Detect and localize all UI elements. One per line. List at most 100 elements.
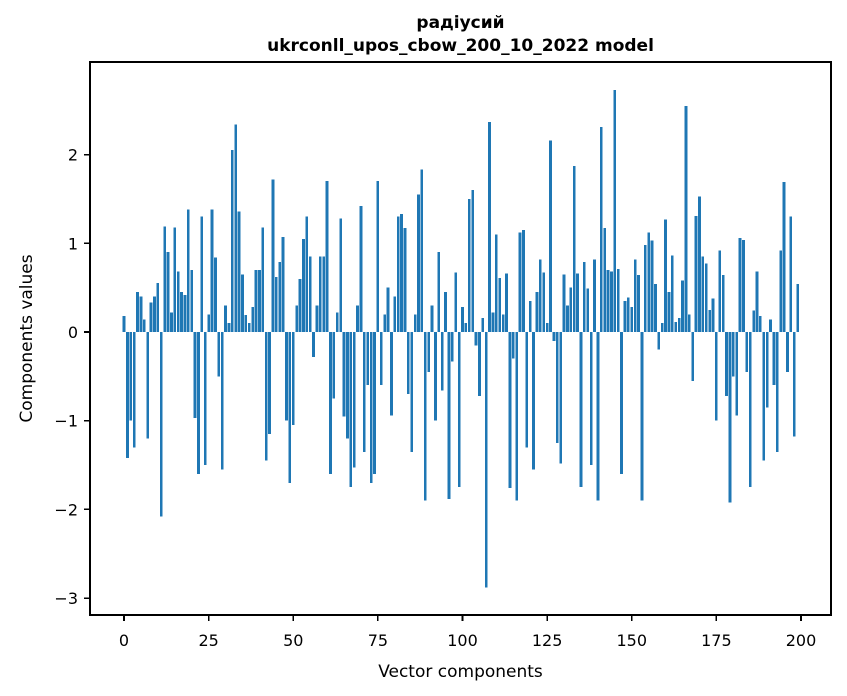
bar xyxy=(518,232,522,332)
bar xyxy=(126,332,129,458)
bar xyxy=(207,314,210,332)
bar xyxy=(315,305,319,332)
bar xyxy=(288,332,292,483)
bar xyxy=(241,274,244,333)
bar xyxy=(786,332,789,372)
bar xyxy=(660,323,664,332)
bar xyxy=(197,332,200,474)
bar xyxy=(620,332,623,474)
bar xyxy=(278,261,282,332)
bar xyxy=(511,332,515,359)
bar xyxy=(467,198,471,332)
bar xyxy=(586,288,590,332)
bar xyxy=(742,239,745,332)
bar xyxy=(759,316,762,332)
x-tick-label: 25 xyxy=(198,631,218,650)
bar xyxy=(583,261,586,332)
y-tick-label: 2 xyxy=(68,146,78,165)
bar xyxy=(156,283,160,332)
bar xyxy=(461,307,464,332)
bar xyxy=(796,284,799,332)
bar xyxy=(535,292,539,332)
bar xyxy=(762,332,766,461)
bar xyxy=(765,332,769,408)
bar xyxy=(122,316,126,332)
bar xyxy=(268,332,271,434)
bar xyxy=(312,332,315,357)
bar xyxy=(650,240,654,332)
x-tick-label: 100 xyxy=(447,631,478,650)
bar xyxy=(186,209,190,332)
bar xyxy=(559,332,563,464)
bar xyxy=(274,277,278,332)
bar xyxy=(210,209,214,332)
bar xyxy=(654,284,657,332)
bar xyxy=(454,272,458,332)
bar xyxy=(610,271,613,332)
bar xyxy=(643,245,647,332)
bar xyxy=(230,150,234,332)
bar xyxy=(373,332,376,474)
bar xyxy=(264,332,268,461)
bar xyxy=(217,332,221,377)
bar xyxy=(498,277,502,332)
y-axis-label: Components values xyxy=(17,254,37,422)
bar xyxy=(593,259,596,332)
bar xyxy=(735,332,739,416)
bar xyxy=(183,294,187,332)
bar xyxy=(775,332,779,452)
bar xyxy=(603,228,607,332)
bar xyxy=(237,211,241,332)
bar xyxy=(346,332,349,439)
bar xyxy=(430,305,434,332)
bar xyxy=(637,275,640,332)
bar xyxy=(173,227,177,332)
bar xyxy=(390,332,393,416)
bar xyxy=(129,332,133,421)
bar xyxy=(508,332,512,489)
x-tick-label: 0 xyxy=(119,631,129,650)
bar xyxy=(254,269,258,332)
bar xyxy=(247,323,251,332)
bar xyxy=(139,296,143,332)
bar xyxy=(494,234,498,332)
bar xyxy=(596,332,600,501)
bar xyxy=(782,182,786,332)
bar xyxy=(434,332,437,421)
bar xyxy=(244,315,248,332)
bar xyxy=(298,278,302,332)
bar xyxy=(755,271,759,332)
bar xyxy=(718,250,722,332)
bar xyxy=(589,332,593,466)
bar xyxy=(715,332,718,421)
bar xyxy=(339,218,342,332)
bar xyxy=(369,332,373,483)
bar xyxy=(386,287,390,332)
bar xyxy=(484,332,488,588)
bar xyxy=(281,237,285,332)
x-tick-label: 150 xyxy=(616,631,647,650)
bar xyxy=(474,332,478,346)
bar xyxy=(789,216,793,332)
bar xyxy=(694,215,698,332)
bar xyxy=(623,300,627,332)
bar xyxy=(410,332,414,452)
bar xyxy=(779,250,783,332)
bar xyxy=(251,307,254,332)
bar xyxy=(664,219,667,332)
bar xyxy=(146,332,150,439)
y-tick-label: −2 xyxy=(54,500,78,519)
bar xyxy=(505,273,508,332)
bar xyxy=(640,332,644,501)
bar xyxy=(630,307,634,332)
bar xyxy=(352,332,356,468)
bar xyxy=(200,216,204,332)
bar xyxy=(149,302,153,332)
bar xyxy=(657,332,661,350)
bar xyxy=(444,292,447,332)
x-tick-label: 175 xyxy=(701,631,732,650)
bar xyxy=(677,317,681,332)
bar xyxy=(437,252,441,332)
bar xyxy=(545,323,549,332)
